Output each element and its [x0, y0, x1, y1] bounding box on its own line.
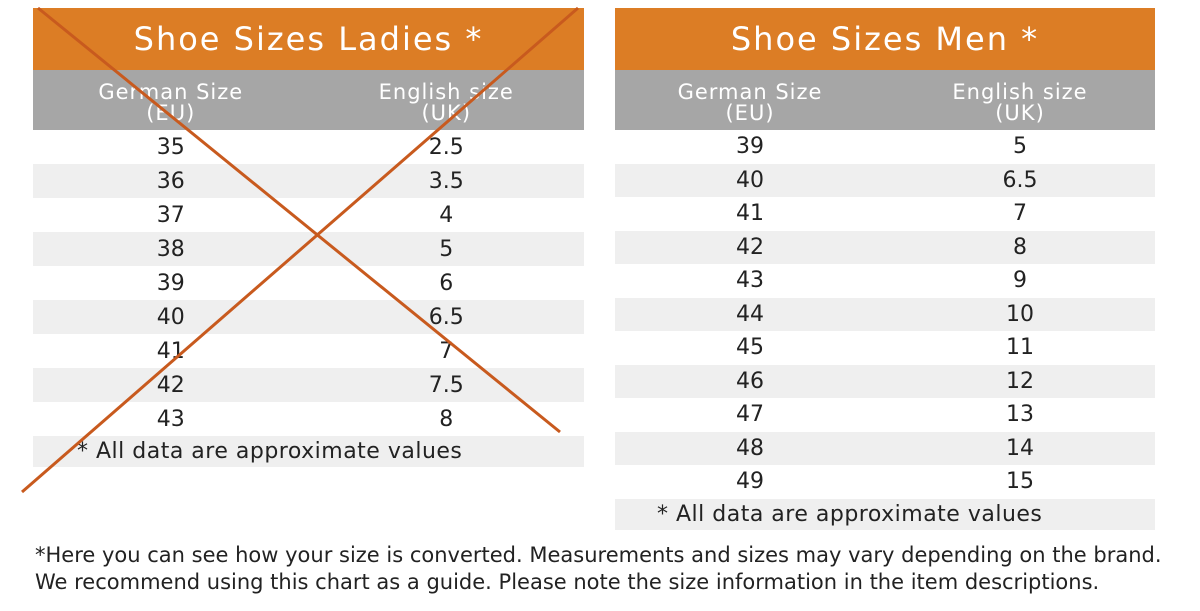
men-header-german-unit: (EU) [725, 101, 775, 125]
table-row: 37 4 [33, 198, 584, 232]
eu-size-cell: 47 [736, 402, 764, 428]
uk-size-cell: 6.5 [1002, 167, 1038, 193]
ladies-header-english: English size (UK) [309, 70, 585, 130]
eu-size-cell: 38 [156, 236, 185, 262]
men-header-german-label: German Size [677, 80, 823, 104]
uk-size-cell: 5 [1013, 134, 1027, 160]
ladies-header-german-unit: (EU) [146, 101, 196, 125]
uk-size-cell: 7 [439, 338, 454, 364]
uk-size-cell: 12 [1006, 368, 1034, 394]
uk-size-cell: 8 [1013, 234, 1027, 260]
table-row: 41 7 [615, 197, 1155, 231]
table-row: 42 7.5 [33, 368, 584, 402]
uk-size-cell: 3.5 [428, 168, 464, 194]
men-table-title: Shoe Sizes Men * [615, 8, 1155, 70]
uk-size-cell: 8 [439, 406, 454, 432]
ladies-table-title: Shoe Sizes Ladies * [33, 8, 584, 70]
eu-size-cell: 39 [156, 270, 185, 296]
uk-size-cell: 14 [1006, 435, 1034, 461]
uk-size-cell: 6.5 [428, 304, 464, 330]
footer-line-2: We recommend using this chart as a guide… [35, 570, 1100, 594]
eu-size-cell: 40 [736, 167, 764, 193]
eu-size-cell: 49 [736, 469, 764, 495]
table-row: 47 13 [615, 398, 1155, 432]
table-row: 43 9 [615, 264, 1155, 298]
eu-size-cell: 46 [736, 368, 764, 394]
eu-size-cell: 43 [156, 406, 185, 432]
men-header-english: English size (UK) [885, 70, 1155, 130]
men-header-english-label: English size [952, 80, 1088, 104]
ladies-header-english-label: English size [378, 80, 514, 104]
eu-size-cell: 40 [156, 304, 185, 330]
eu-size-cell: 45 [736, 335, 764, 361]
table-row: 43 8 [33, 402, 584, 436]
table-row: 49 15 [615, 465, 1155, 499]
uk-size-cell: 9 [1013, 268, 1027, 294]
eu-size-cell: 36 [156, 168, 185, 194]
table-row: 46 12 [615, 364, 1155, 398]
table-row: 40 6.5 [33, 300, 584, 334]
uk-size-cell: 4 [439, 202, 454, 228]
ladies-header-english-unit: (UK) [421, 101, 472, 125]
footer-disclaimer: *Here you can see how your size is conve… [35, 542, 1185, 596]
ladies-size-table: Shoe Sizes Ladies * German Size (EU) Eng… [33, 8, 584, 467]
men-table-header: German Size (EU) English size (UK) [615, 70, 1155, 130]
table-row: 41 7 [33, 334, 584, 368]
table-row: 35 2.5 [33, 130, 584, 164]
uk-size-cell: 2.5 [428, 134, 464, 160]
table-row: 40 6.5 [615, 163, 1155, 197]
table-row: 44 10 [615, 297, 1155, 331]
men-header-english-unit: (UK) [995, 101, 1045, 125]
ladies-approximate-note: * All data are approximate values [33, 436, 584, 467]
eu-size-cell: 42 [736, 234, 764, 260]
footer-line-1: *Here you can see how your size is conve… [35, 543, 1162, 567]
men-size-table: Shoe Sizes Men * German Size (EU) Englis… [615, 8, 1155, 530]
table-row: 48 14 [615, 431, 1155, 465]
men-approximate-note: * All data are approximate values [615, 498, 1155, 530]
eu-size-cell: 43 [736, 268, 764, 294]
uk-size-cell: 11 [1006, 335, 1034, 361]
uk-size-cell: 5 [439, 236, 454, 262]
uk-size-cell: 7.5 [428, 372, 464, 398]
uk-size-cell: 13 [1006, 402, 1034, 428]
men-table-body: 39 5 40 6.5 41 7 42 8 43 9 44 10 45 11 46 12 47 1… [615, 130, 1155, 499]
table-row: 38 5 [33, 232, 584, 266]
ladies-table-body: 35 2.5 36 3.5 37 4 38 5 39 6 40 6.5 41 7 42 7.5 … [33, 130, 584, 436]
eu-size-cell: 41 [156, 338, 185, 364]
table-row: 39 6 [33, 266, 584, 300]
eu-size-cell: 35 [156, 134, 185, 160]
eu-size-cell: 41 [736, 201, 764, 227]
eu-size-cell: 37 [156, 202, 185, 228]
table-row: 39 5 [615, 130, 1155, 164]
ladies-header-german: German Size (EU) [33, 70, 309, 130]
eu-size-cell: 39 [736, 134, 764, 160]
uk-size-cell: 15 [1006, 469, 1034, 495]
table-row: 42 8 [615, 230, 1155, 264]
eu-size-cell: 48 [736, 435, 764, 461]
eu-size-cell: 42 [156, 372, 185, 398]
uk-size-cell: 10 [1006, 301, 1034, 327]
table-row: 36 3.5 [33, 164, 584, 198]
ladies-header-german-label: German Size [98, 80, 244, 104]
uk-size-cell: 6 [439, 270, 454, 296]
eu-size-cell: 44 [736, 301, 764, 327]
table-row: 45 11 [615, 331, 1155, 365]
ladies-table-header: German Size (EU) English size (UK) [33, 70, 584, 130]
uk-size-cell: 7 [1013, 201, 1027, 227]
men-header-german: German Size (EU) [615, 70, 885, 130]
